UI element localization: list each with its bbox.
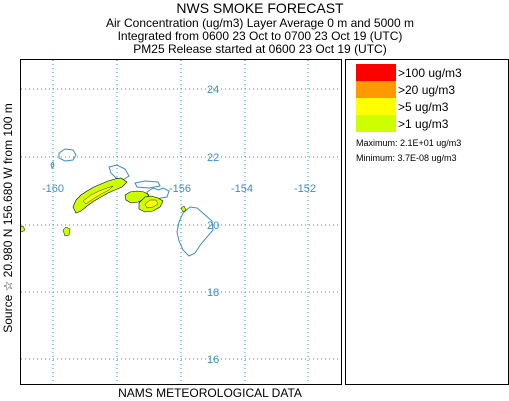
legend-swatch-20 <box>356 81 396 98</box>
lat-label-20: 20 <box>207 220 219 232</box>
niihau-island <box>50 161 55 169</box>
legend-swatch-100 <box>356 64 396 81</box>
lon-label-156: -156 <box>169 183 191 195</box>
molokai-island <box>134 180 161 189</box>
legend-label-100: >100 ug/m3 <box>398 66 462 80</box>
map-title: NWS SMOKE FORECAST <box>176 0 344 16</box>
lat-label-22: 22 <box>207 152 219 164</box>
source-location-label: Source ☆ 20.980 N 156.680 W from 100 m <box>1 103 15 333</box>
subtitle-integration: Integrated from 0600 23 Oct to 0700 23 O… <box>117 29 403 43</box>
legend-label-1: >1 ug/m3 <box>398 117 449 131</box>
map-canvas: 24 22 20 18 16 -160 -156 -154 -152 <box>18 60 341 384</box>
legend-label-20: >20 ug/m3 <box>398 83 456 97</box>
oahu-island <box>108 164 130 181</box>
lon-label-152: -152 <box>294 183 316 195</box>
plume-oahu-region <box>72 177 128 214</box>
legend-swatch-1 <box>356 115 396 132</box>
legend-minimum: Minimum: 3.7E-08 ug/m3 <box>356 153 457 163</box>
lon-label-160: -160 <box>42 183 64 195</box>
legend-panel: >100 ug/m3 >20 ug/m3 >5 ug/m3 >1 ug/m3 M… <box>345 59 509 385</box>
plume-oahu-core <box>82 185 114 205</box>
plume-maui-core <box>144 199 159 209</box>
kauai-island <box>58 148 77 162</box>
subtitle-layer: Air Concentration (ug/m3) Layer Average … <box>106 16 414 30</box>
smoke-plume <box>18 177 187 237</box>
legend-maximum: Maximum: 2.1E+01 ug/m3 <box>356 138 462 148</box>
met-data-footer: NAMS METEOROLOGICAL DATA <box>118 386 302 400</box>
hawaii-coastlines <box>50 148 214 257</box>
plume-kahoolawe <box>62 226 71 237</box>
plume-west-fragment <box>18 225 26 233</box>
longitude-gridlines <box>52 60 309 384</box>
lat-label-16: 16 <box>207 354 219 366</box>
lat-label-18: 18 <box>207 287 219 299</box>
plume-hawaii-fragment <box>180 205 187 213</box>
lon-label-154: -154 <box>231 183 253 195</box>
subtitle-release: PM25 Release started at 0600 23 Oct 19 (… <box>133 42 387 56</box>
legend-swatch-5 <box>356 98 396 115</box>
lat-label-24: 24 <box>207 84 219 96</box>
legend-label-5: >5 ug/m3 <box>398 100 449 114</box>
map-panel: 24 22 20 18 16 -160 -156 -154 -152 <box>18 59 342 385</box>
big-island <box>176 206 214 257</box>
